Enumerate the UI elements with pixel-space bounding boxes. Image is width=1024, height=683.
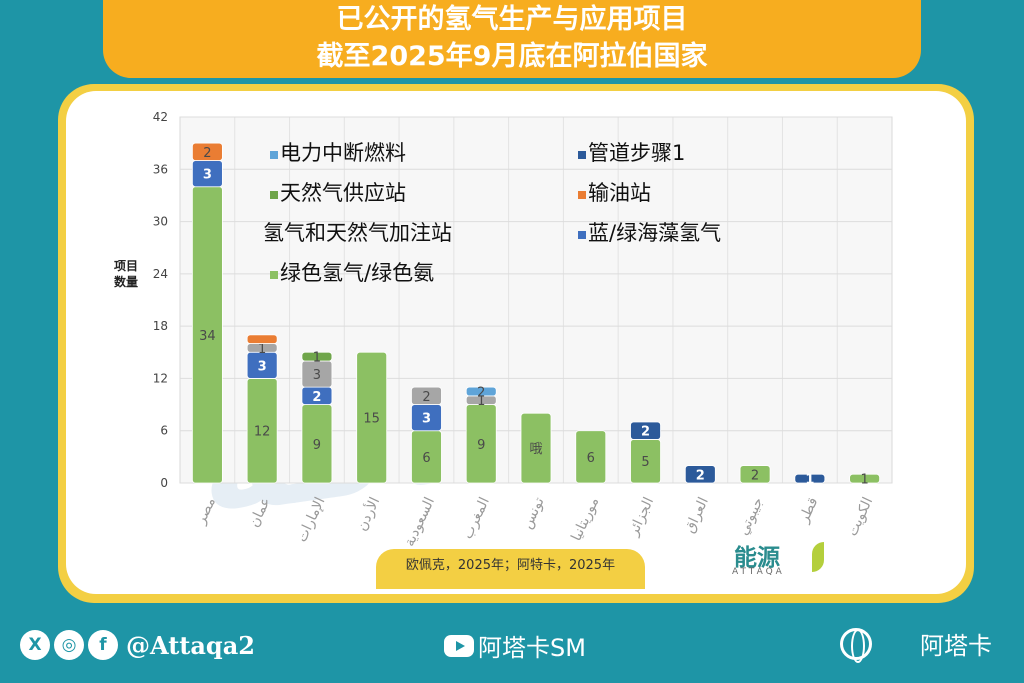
y-tick-label: 0 [160,476,168,490]
brand-logo: 能源 ATTAQA [732,538,824,578]
x-tick-label: موريتانيا [568,495,602,544]
website-link[interactable]: 阿塔卡 [840,626,992,663]
youtube-label: 阿塔卡SM [478,634,586,662]
bar-segment [301,351,333,362]
bar-data-label: 12 [254,425,271,440]
page-subtitle: 截至2025年9月底在阿拉伯国家 [316,41,708,72]
y-tick-label: 12 [153,371,168,385]
bar-data-label: 15 [363,412,380,427]
bar-segment [684,465,716,484]
bar-segment [794,473,826,484]
bar-data-label: 2 [422,390,430,405]
legend-entry: 蓝/绿海藻氢气 [588,221,721,245]
bar-data-label: 1 [313,351,321,366]
x-tick-label: الأردن [352,494,383,533]
bar-data-label: 3 [313,368,321,383]
bar-segment [246,334,278,344]
x-tick-label: جيبوتي [735,495,766,538]
x-tick-label: مصر [193,495,219,527]
y-axis-label-line1: 项目 [114,259,138,273]
legend-swatch [578,191,586,199]
bar-data-label: 34 [199,329,216,344]
bar-segment [356,351,388,484]
bar-data-label: 5 [641,455,649,470]
bar-data-label: 3 [258,359,267,374]
bar-segment [575,430,607,484]
bar-data-label: 2 [477,386,485,401]
y-axis: 0 6 12 18 24 30 36 42 [153,110,168,490]
legend-swatch [578,231,586,239]
title-banner: 已公开的氢气生产与应用项目 截至2025年9月底在阿拉伯国家 [103,0,921,78]
x-tick-label: المغرب [460,495,493,542]
bar-segment [520,412,552,484]
bar-data-label: 9 [477,438,485,453]
page-title: 已公开的氢气生产与应用项目 [336,4,688,35]
y-tick-label: 36 [153,162,168,176]
footer-bar: X ◎ f @Attaqa2 阿塔卡SM 阿塔卡 [0,612,1024,683]
legend-swatch [270,191,278,199]
bar-data-label: 1 [860,473,868,488]
legend-entry: 绿色氢气/绿色氨 [280,261,434,285]
legend-swatch [578,151,586,159]
brand-name-en: ATTAQA [732,567,785,577]
bar-data-label: 6 [422,451,430,466]
bar-data-label: 1 [805,473,814,488]
bar-data-label: 2 [203,146,211,161]
bar-data-label: 2 [751,468,759,483]
youtube-icon [444,634,474,657]
legend-entry: 天然气供应站 [280,181,406,205]
bar-segment [191,142,223,161]
bar-data-label: 1 [477,394,485,409]
x-tick-label: قطر [796,495,822,526]
legend-swatch [270,271,278,279]
brand-name-cn: 能源 [734,545,780,571]
x-tick-label: الكويت [845,495,877,539]
bar-segment [739,465,771,484]
bar-data-label: 3 [203,168,212,183]
x-tick-label: عمان [246,495,274,530]
y-axis-label-line2: 数量 [114,274,138,289]
globe-icon [840,627,872,663]
x-tick-label: الإمارات [294,495,329,545]
x-tick-label: السعودية [401,495,438,549]
y-tick-label: 24 [153,267,168,281]
y-tick-label: 18 [153,319,168,333]
source-note: 欧佩克，2025年；阿特卡，2025年 [376,549,645,589]
y-tick-label: 42 [153,110,168,124]
social-links: X ◎ f @Attaqa2 [20,628,255,662]
x-tick-label: الجزائر [625,495,657,539]
legend-entry: 管道步骤1 [588,141,685,165]
legend-entry: 输油站 [588,181,651,205]
bar-data-label: 哦 [529,442,542,457]
bar-data-label: 9 [313,438,321,453]
x-twitter-icon[interactable]: X [20,630,50,660]
bar-segment [411,386,442,405]
legend-entry: 电力中断燃料 [280,141,406,165]
instagram-icon[interactable]: ◎ [54,630,84,660]
bar-data-label: 2 [312,390,321,405]
bar-segment [465,386,497,397]
social-handle[interactable]: @Attaqa2 [126,630,255,660]
y-tick-label: 6 [160,424,168,438]
bar-data-label: 2 [641,425,650,440]
bar-segment [630,421,661,440]
bar-segment [849,473,881,484]
leaf-icon [812,542,824,572]
y-tick-label: 30 [153,215,168,229]
legend-swatch [270,151,278,159]
facebook-icon[interactable]: f [88,630,118,660]
website-label: 阿塔卡 [920,632,992,660]
x-tick-label: العراق [682,495,712,536]
x-tick-label: تونس [519,495,547,532]
bar-data-label: 3 [422,412,431,427]
bar-data-label: 1 [258,342,266,357]
youtube-link[interactable]: 阿塔卡SM [444,628,586,663]
bar-data-label: 2 [696,468,705,483]
legend-entry: 氢气和天然气加注站 [263,221,452,245]
bar-data-label: 6 [587,451,595,466]
